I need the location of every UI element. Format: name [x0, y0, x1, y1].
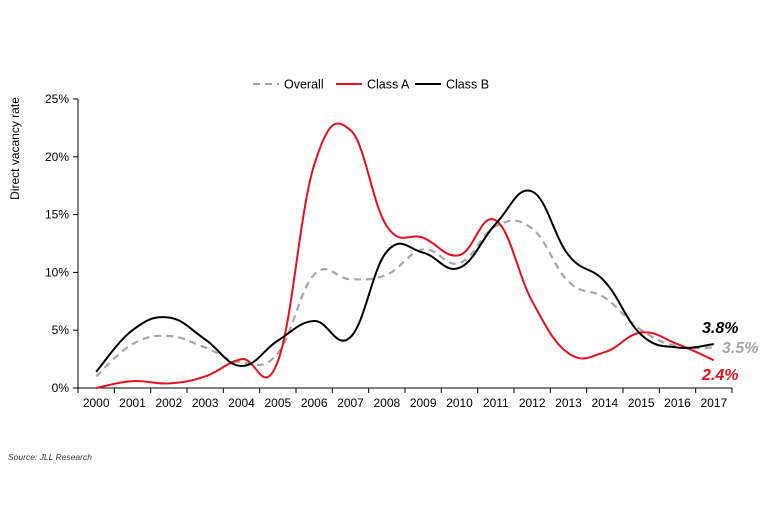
chart-legend: Overall Class A Class B [253, 78, 489, 92]
x-tick-label: 2004 [228, 396, 255, 410]
series-line-class-a [96, 122, 715, 389]
end-label-overall: 3.5% [722, 340, 758, 357]
legend-label: Overall [284, 78, 324, 92]
y-tick-label: 25% [45, 92, 69, 106]
legend-item-overall: Overall [253, 78, 324, 92]
y-axis-label-group: Direct vacancy rate [8, 97, 22, 200]
legend-label: Class A [367, 78, 410, 92]
x-tick-label: 2016 [664, 396, 691, 410]
x-tick-label: 2012 [519, 396, 546, 410]
x-tick-label: 2006 [301, 396, 328, 410]
x-tick-label: 2005 [264, 396, 291, 410]
source-note: Source: JLL Research [8, 452, 92, 462]
y-tick-label: 10% [45, 265, 69, 279]
x-tick-label: 2014 [591, 396, 618, 410]
x-tick-label: 2002 [155, 396, 182, 410]
x-tick-label: 2013 [555, 396, 582, 410]
legend-label: Class B [446, 78, 489, 92]
x-tick-label: 2001 [119, 396, 146, 410]
y-tick-label: 20% [45, 150, 69, 164]
y-tick-label: 0% [52, 381, 70, 395]
legend-item-class-a: Class A [336, 78, 410, 92]
x-tick-label: 2000 [83, 396, 110, 410]
x-tick-label: 2011 [483, 396, 509, 410]
y-tick-label: 15% [45, 208, 69, 222]
series-line-class-b [95, 189, 714, 373]
y-axis-label: Direct vacancy rate [8, 97, 22, 200]
x-tick-label: 2017 [700, 396, 727, 410]
x-tick-label: 2009 [410, 396, 437, 410]
end-value-labels: 3.5% 2.4% 3.8% [701, 320, 758, 384]
chart-axes: 0% 5% 10% 15% 20% 25% 2000 2001 2002 2003 2004 2005… [45, 92, 733, 410]
end-label-class-a: 2.4% [701, 367, 738, 384]
y-tick-label: 5% [52, 323, 70, 337]
series-line-overall [95, 219, 714, 378]
x-tick-label: 2007 [337, 396, 364, 410]
legend-item-class-b: Class B [415, 78, 489, 92]
x-tick-label: 2003 [192, 396, 219, 410]
chart-series-lines [95, 122, 715, 389]
x-tick-label: 2008 [373, 396, 400, 410]
end-label-class-b: 3.8% [702, 320, 738, 337]
x-tick-label: 2015 [628, 396, 655, 410]
x-tick-label: 2010 [446, 396, 473, 410]
